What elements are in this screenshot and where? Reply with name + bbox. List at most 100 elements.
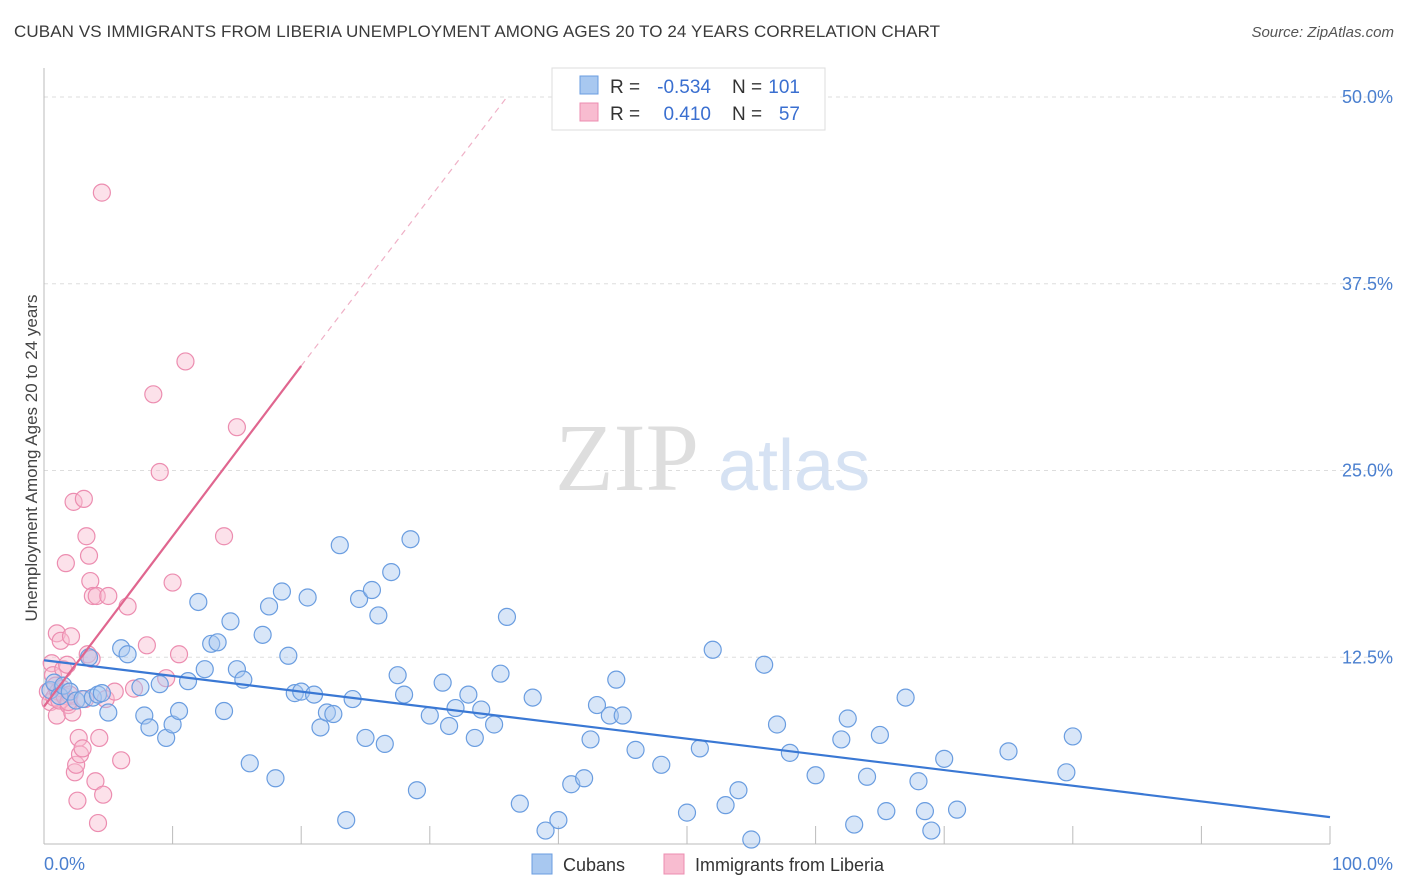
cubans-point-17 [150, 675, 169, 694]
cubans-point-85 [755, 655, 774, 674]
cubans-point-95 [896, 688, 915, 707]
cubans-point-21 [178, 672, 198, 691]
grid-lines [44, 96, 1392, 658]
legend-n-label-liberia: N = [732, 104, 762, 125]
series-cubans-points [41, 530, 1082, 849]
cubans-point-44 [337, 810, 356, 830]
cubans-point-71 [575, 769, 594, 788]
liberia-point-51 [163, 573, 182, 592]
legend-r-label-cubans: R = [610, 77, 640, 98]
cubans-point-68 [536, 821, 555, 840]
cubans-point-89 [832, 730, 851, 749]
cubans-point-11 [99, 703, 118, 722]
liberia-point-23 [68, 791, 87, 810]
liberia-point-35 [86, 772, 105, 791]
cubans-point-83 [729, 781, 748, 800]
bottom-legend-label-cubans: Cubans [563, 855, 625, 875]
cubans-point-80 [690, 739, 709, 758]
cubans-point-73 [587, 695, 607, 715]
liberia-point-40 [94, 785, 113, 804]
cubans-point-91 [845, 815, 864, 834]
cubans-point-46 [349, 589, 369, 609]
cubans-point-55 [407, 781, 427, 800]
liberia-point-19 [63, 703, 82, 722]
cubans-point-50 [375, 734, 394, 754]
watermark-atlas: atlas [718, 426, 870, 506]
liberia-point-26 [73, 739, 92, 758]
cubans-point-16 [140, 718, 159, 737]
cubans-point-38 [298, 588, 317, 607]
liberia-point-22 [67, 755, 86, 774]
cubans-point-82 [716, 796, 735, 815]
legend: R = -0.534 N = 101 R = 0.410 N = 57 [551, 67, 826, 131]
cubans-point-48 [362, 580, 382, 600]
cubans-point-22 [189, 592, 208, 612]
cubans-point-41 [317, 703, 337, 722]
legend-r-label-liberia: R = [610, 104, 640, 125]
liberia-point-45 [118, 597, 137, 616]
cubans-point-81 [703, 640, 722, 659]
liberia-point-55 [227, 418, 246, 437]
cubans-point-40 [311, 718, 330, 737]
cubans-point-75 [607, 670, 626, 689]
cubans-point-24 [202, 634, 221, 653]
cubans-point-13 [118, 645, 137, 664]
y-axis-label: Unemployment Among Ages 20 to 24 years [22, 295, 41, 622]
cubans-point-76 [613, 706, 632, 725]
y-tick-label-1: 25.0% [1342, 461, 1393, 481]
liberia-point-48 [144, 385, 163, 404]
cubans-point-96 [909, 772, 928, 791]
chart-title: CUBAN VS IMMIGRANTS FROM LIBERIA UNEMPLO… [14, 22, 941, 41]
cubans-point-60 [459, 685, 478, 704]
x-tick-label-0: 0.0% [44, 854, 85, 874]
cubans-point-10 [92, 684, 111, 703]
liberia-point-27 [74, 489, 93, 508]
cubans-point-57 [433, 673, 452, 692]
y-tick-label-3: 50.0% [1342, 87, 1393, 107]
liberia-point-38 [90, 728, 109, 748]
cubans-point-53 [394, 685, 414, 704]
liberia-point-32 [81, 571, 100, 591]
cubans-point-36 [285, 684, 304, 703]
liberia-point-18 [61, 627, 81, 646]
cubans-point-34 [272, 582, 292, 601]
liberia-point-14 [56, 554, 75, 573]
legend-swatch-liberia [579, 102, 599, 122]
cubans-point-84 [742, 830, 761, 849]
cubans-point-72 [581, 730, 600, 749]
cubans-point-59 [446, 698, 465, 718]
cubans-point-20 [169, 701, 189, 721]
cubans-trend-line [43, 659, 1331, 819]
bottom-legend-swatch-cubans [531, 853, 553, 875]
liberia-point-29 [77, 527, 96, 546]
cubans-point-74 [600, 706, 619, 725]
legend-n-value-cubans: 101 [768, 77, 800, 98]
cubans-point-90 [838, 709, 857, 728]
cubans-point-65 [497, 607, 517, 627]
liberia-point-52 [169, 645, 189, 664]
x-tick-label-1: 100.0% [1332, 854, 1393, 874]
bottom-legend: Cubans Immigrants from Liberia [531, 853, 885, 875]
cubans-point-103 [1063, 727, 1082, 746]
cubans-point-92 [857, 767, 877, 786]
cubans-point-97 [915, 802, 935, 821]
cubans-point-102 [1057, 763, 1076, 782]
cubans-point-88 [806, 766, 825, 785]
cubans-point-43 [330, 536, 349, 555]
cubans-point-62 [472, 700, 491, 719]
y-tick-label-2: 37.5% [1342, 274, 1393, 294]
cubans-point-47 [356, 728, 375, 748]
watermark: ZIP atlas [555, 404, 870, 511]
cubans-point-49 [369, 606, 388, 625]
cubans-point-77 [626, 740, 645, 759]
cubans-point-30 [240, 754, 259, 773]
cubans-point-58 [439, 716, 459, 736]
y-tick-labels: 12.5% 25.0% 37.5% 50.0% [1342, 87, 1393, 667]
liberia-point-21 [65, 763, 84, 782]
cubans-point-98 [922, 821, 941, 840]
cubans-point-79 [677, 803, 697, 822]
cubans-point-27 [221, 612, 240, 631]
cubans-point-66 [510, 794, 529, 813]
cubans-point-78 [652, 755, 671, 774]
